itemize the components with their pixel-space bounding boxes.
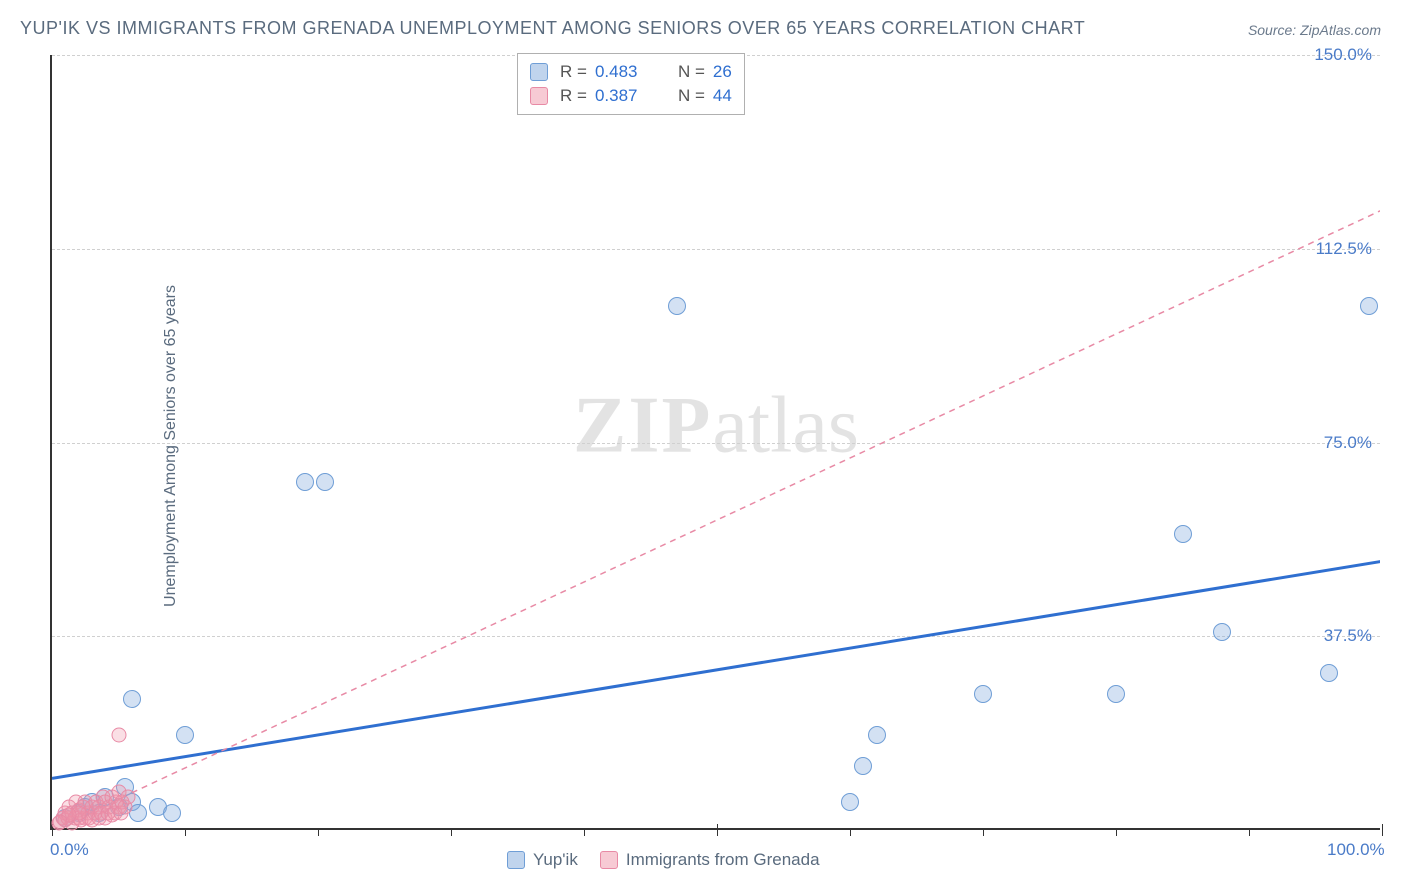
data-point [176,726,194,744]
data-point [854,757,872,775]
gridline [52,249,1380,250]
gridline [52,636,1380,637]
square-icon [530,63,548,81]
data-point [841,793,859,811]
legend-item-grenada: Immigrants from Grenada [600,850,820,870]
y-tick-label: 112.5% [1316,239,1372,259]
square-icon [600,851,618,869]
x-minor-tick [1116,828,1117,836]
x-tick-label: 0.0% [50,840,89,860]
x-tick [717,824,718,836]
legend-item-yupik: Yup'ik [507,850,578,870]
trend-lines [52,55,1380,828]
data-point [1360,297,1378,315]
data-point [668,297,686,315]
data-point [296,473,314,491]
x-minor-tick [318,828,319,836]
watermark: ZIPatlas [573,381,859,472]
x-minor-tick [185,828,186,836]
x-minor-tick [1249,828,1250,836]
x-minor-tick [584,828,585,836]
data-point [868,726,886,744]
data-point [123,690,141,708]
series-legend: Yup'ik Immigrants from Grenada [507,850,820,870]
square-icon [530,87,548,105]
chart-source: Source: ZipAtlas.com [1248,22,1381,38]
data-point [1174,525,1192,543]
data-point [111,728,126,743]
data-point [974,685,992,703]
data-point [1320,664,1338,682]
legend-row-yupik: R = 0.483 N = 26 [530,60,732,84]
square-icon [507,851,525,869]
y-tick-label: 150.0% [1314,45,1372,65]
data-point [1213,623,1231,641]
gridline [52,443,1380,444]
chart-title: YUP'IK VS IMMIGRANTS FROM GRENADA UNEMPL… [20,18,1085,39]
x-minor-tick [850,828,851,836]
x-minor-tick [451,828,452,836]
data-point [1107,685,1125,703]
data-point [52,814,67,829]
scatter-plot: ZIPatlas R = 0.483 N = 26 R = 0.387 N = … [50,55,1380,830]
legend-row-grenada: R = 0.387 N = 44 [530,84,732,108]
x-tick-label: 100.0% [1327,840,1385,860]
x-tick [1382,824,1383,836]
data-point [120,790,135,805]
data-point [316,473,334,491]
y-tick-label: 37.5% [1324,626,1372,646]
data-point [163,804,181,822]
x-minor-tick [983,828,984,836]
y-tick-label: 75.0% [1324,433,1372,453]
correlation-legend: R = 0.483 N = 26 R = 0.387 N = 44 [517,53,745,115]
